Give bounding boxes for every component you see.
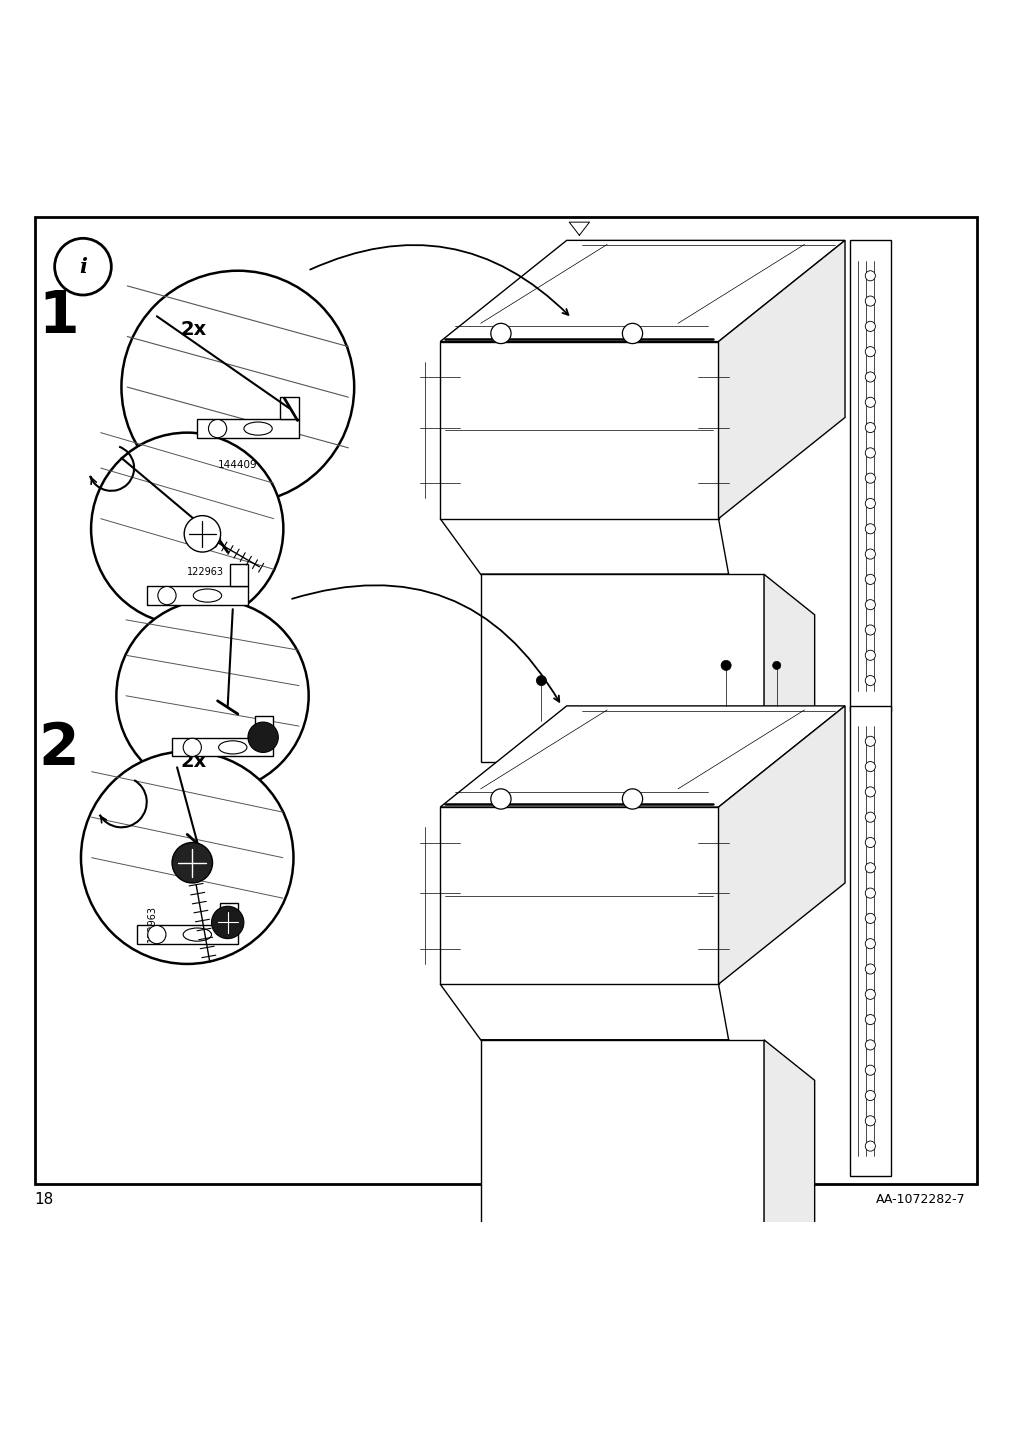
- Circle shape: [864, 473, 875, 483]
- Polygon shape: [440, 241, 844, 342]
- Text: 1: 1: [38, 288, 79, 345]
- Circle shape: [864, 1141, 875, 1151]
- Polygon shape: [763, 574, 814, 802]
- Text: 2x: 2x: [180, 319, 206, 339]
- Circle shape: [172, 842, 212, 884]
- Circle shape: [864, 676, 875, 686]
- Circle shape: [864, 548, 875, 558]
- Circle shape: [121, 271, 354, 504]
- Circle shape: [490, 324, 511, 344]
- Circle shape: [864, 1014, 875, 1025]
- Circle shape: [864, 600, 875, 610]
- Text: 2: 2: [38, 720, 79, 778]
- Circle shape: [864, 321, 875, 331]
- Polygon shape: [480, 574, 791, 624]
- Circle shape: [864, 914, 875, 924]
- Text: 122963: 122963: [187, 567, 224, 577]
- Polygon shape: [440, 808, 718, 984]
- Circle shape: [864, 736, 875, 746]
- Circle shape: [864, 862, 875, 874]
- Circle shape: [864, 1116, 875, 1126]
- Polygon shape: [147, 587, 248, 604]
- Circle shape: [864, 1040, 875, 1050]
- Circle shape: [91, 432, 283, 624]
- Polygon shape: [229, 564, 248, 587]
- Polygon shape: [480, 574, 763, 762]
- Polygon shape: [440, 518, 728, 574]
- Polygon shape: [718, 241, 844, 518]
- Circle shape: [864, 347, 875, 357]
- Circle shape: [183, 739, 201, 756]
- Circle shape: [864, 786, 875, 798]
- Polygon shape: [197, 420, 298, 438]
- Circle shape: [116, 600, 308, 792]
- Ellipse shape: [218, 740, 247, 755]
- Circle shape: [536, 676, 546, 686]
- Text: 122963: 122963: [147, 905, 157, 942]
- Text: i: i: [79, 256, 87, 276]
- Circle shape: [864, 498, 875, 508]
- Circle shape: [864, 1065, 875, 1075]
- Circle shape: [864, 990, 875, 1000]
- Polygon shape: [172, 739, 273, 756]
- Text: AA-1072282-7: AA-1072282-7: [876, 1193, 964, 1206]
- Circle shape: [864, 372, 875, 382]
- Circle shape: [864, 938, 875, 949]
- Ellipse shape: [183, 928, 211, 941]
- Circle shape: [864, 964, 875, 974]
- Circle shape: [864, 271, 875, 281]
- Circle shape: [864, 624, 875, 634]
- Text: 144409: 144409: [217, 460, 258, 470]
- Polygon shape: [480, 1040, 791, 1090]
- Circle shape: [184, 516, 220, 553]
- Circle shape: [864, 448, 875, 458]
- Circle shape: [148, 925, 166, 944]
- Polygon shape: [280, 397, 298, 420]
- Text: 18: 18: [33, 1193, 54, 1207]
- Circle shape: [622, 324, 642, 344]
- Polygon shape: [849, 241, 890, 710]
- Polygon shape: [849, 706, 890, 1177]
- Circle shape: [211, 906, 244, 938]
- Ellipse shape: [193, 589, 221, 601]
- Polygon shape: [718, 706, 844, 984]
- Text: 2x: 2x: [180, 752, 206, 770]
- Circle shape: [864, 650, 875, 660]
- Circle shape: [864, 1090, 875, 1101]
- Circle shape: [772, 662, 780, 669]
- Polygon shape: [219, 904, 238, 925]
- Polygon shape: [136, 925, 238, 944]
- Circle shape: [81, 752, 293, 964]
- Circle shape: [208, 420, 226, 438]
- Circle shape: [864, 838, 875, 848]
- Polygon shape: [440, 342, 718, 518]
- Polygon shape: [440, 706, 844, 808]
- Circle shape: [55, 238, 111, 295]
- Circle shape: [864, 812, 875, 822]
- Polygon shape: [480, 1040, 763, 1227]
- Circle shape: [720, 660, 730, 670]
- Polygon shape: [763, 1040, 814, 1267]
- Circle shape: [864, 397, 875, 407]
- Circle shape: [864, 524, 875, 534]
- Circle shape: [490, 789, 511, 809]
- Polygon shape: [255, 716, 273, 739]
- Circle shape: [864, 574, 875, 584]
- Ellipse shape: [244, 422, 272, 435]
- Circle shape: [622, 789, 642, 809]
- Circle shape: [864, 762, 875, 772]
- Polygon shape: [440, 984, 728, 1040]
- Circle shape: [864, 296, 875, 306]
- Circle shape: [158, 587, 176, 604]
- Circle shape: [248, 722, 278, 752]
- Circle shape: [864, 422, 875, 432]
- Circle shape: [864, 888, 875, 898]
